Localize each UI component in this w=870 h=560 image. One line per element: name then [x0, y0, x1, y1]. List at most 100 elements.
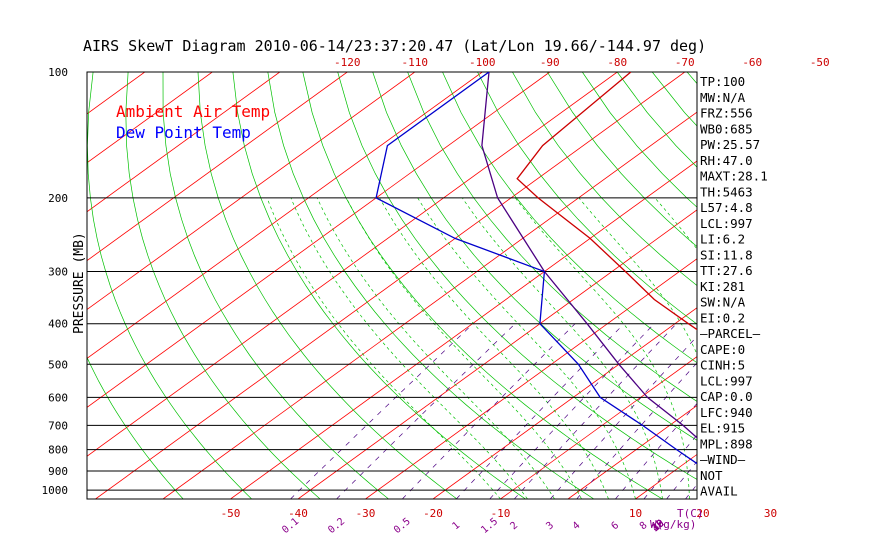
- stability-index-item: PW:25.57: [700, 137, 760, 152]
- stability-index-item: MAXT:28.1: [700, 169, 768, 184]
- bottom-temp-tick-label: 10: [629, 507, 642, 520]
- moist-adiabat-line: [290, 197, 528, 499]
- stability-index-item: L57:4.8: [700, 200, 753, 215]
- isotherm-line: [95, 72, 686, 499]
- mixing-ratio-line: [336, 323, 516, 499]
- top-temp-tick-label: -110: [402, 56, 429, 69]
- stability-index-item: EL:915: [700, 421, 745, 436]
- dry-adiabat-line: [162, 72, 389, 499]
- dry-adiabat-line: [337, 72, 697, 480]
- stability-index-item: RH:47.0: [700, 153, 753, 168]
- stability-index-item: EI:0.2: [700, 310, 745, 325]
- top-temp-tick-label: -90: [540, 56, 560, 69]
- temperature-unit-label: T(C): [677, 507, 704, 520]
- bottom-temp-tick-label: -50: [221, 507, 241, 520]
- top-temp-tick-label: -80: [607, 56, 627, 69]
- stability-index-item: TH:5463: [700, 184, 753, 199]
- dry-adiabat-line: [547, 72, 697, 248]
- top-temp-tick-label: -100: [469, 56, 496, 69]
- mixing-ratio-tick-label: 3: [544, 520, 556, 532]
- stability-index-item: CINH:5: [700, 358, 745, 373]
- stability-index-item: MW:N/A: [700, 90, 746, 105]
- top-temp-tick-label: -60: [742, 56, 762, 69]
- bottom-temperature-ticks: -50 -40 -30 -20 -10 10 20 30: [221, 507, 778, 520]
- pressure-tick-label: 300: [48, 266, 68, 279]
- isotherm-line: [87, 72, 213, 164]
- mixing-ratio-line: [740, 324, 870, 499]
- bottom-temp-tick-label: -20: [423, 507, 443, 520]
- stability-index-item: KI:281: [700, 279, 745, 294]
- stability-index-item: WB0:685: [700, 121, 753, 136]
- pressure-tick-label: 800: [48, 444, 68, 457]
- top-temp-tick-label: -70: [675, 56, 695, 69]
- mixing-ratio-line: [786, 324, 870, 499]
- mixing-ratio-line: [643, 434, 697, 499]
- bottom-temp-tick-label: -10: [491, 507, 511, 520]
- mixing-ratio-lines: [290, 323, 870, 499]
- moist-adiabat-line: [316, 197, 555, 499]
- mixing-ratio-tick-label: 1: [450, 520, 462, 532]
- pressure-tick-label: 200: [48, 192, 68, 205]
- legend-dew-point-temp: Dew Point Temp: [116, 123, 251, 142]
- pressure-tick-label: 700: [48, 419, 68, 432]
- isotherm-line: [87, 72, 551, 408]
- moist-adiabat-line: [742, 198, 792, 499]
- mixing-ratio-tick-label: 0.5: [392, 516, 413, 536]
- mixing-ratio-line: [666, 460, 697, 499]
- moist-adiabat-line: [346, 197, 582, 499]
- isotherm-line: [771, 72, 870, 499]
- mixing-ratio-tick-label: 4: [571, 520, 583, 532]
- top-temp-tick-label: -120: [334, 56, 361, 69]
- isotherm-line: [162, 111, 697, 499]
- isotherm-line: [87, 72, 483, 359]
- mixing-ratio-line: [456, 323, 625, 499]
- mixing-ratio-tick-label: 6: [609, 520, 621, 532]
- stability-index-item: AVAIL: [700, 484, 738, 499]
- top-temp-tick-label: -50: [810, 56, 830, 69]
- stability-index-item: LFC:940: [700, 405, 753, 420]
- moist-adiabat-line: [379, 197, 609, 499]
- dry-adiabat-line: [232, 72, 526, 499]
- stability-index-item: CAP:0.0: [700, 389, 753, 404]
- dry-adiabat-line: [197, 72, 458, 499]
- stability-index-item: CAPE:0: [700, 342, 745, 357]
- chart-title: AIRS SkewT Diagram 2010-06-14/23:37:20.4…: [83, 37, 706, 55]
- mixing-ratio-line: [550, 336, 697, 499]
- legend: Ambient Air Temp Dew Point Temp: [116, 102, 270, 142]
- bottom-temp-tick-label: -30: [356, 507, 376, 520]
- plot-frame: [86, 71, 698, 500]
- isobar-lines: [87, 197, 697, 491]
- stability-index-item: LCL:997: [700, 373, 753, 388]
- stability-index-item: LI:6.2: [700, 232, 745, 247]
- dry-adiabat-line: [87, 356, 184, 499]
- mixing-ratio-unit-label: W(g/kg): [650, 518, 696, 531]
- dry-adiabat-line: [125, 72, 321, 499]
- isotherm-line: [87, 72, 348, 262]
- stability-index-item: FRZ:556: [700, 106, 753, 121]
- dew-point-temp-curve: [375, 72, 697, 465]
- mixing-ratio-tick-label: 2: [508, 520, 520, 532]
- isotherm-line: [838, 72, 870, 499]
- isotherm-line: [87, 72, 416, 311]
- dry-adiabat-line: [87, 72, 252, 499]
- moist-adiabat-line: [515, 197, 690, 499]
- moist-adiabat-line: [825, 198, 870, 499]
- stability-index-item: SW:N/A: [700, 295, 746, 310]
- pressure-axis: 100 200 300 400 500 600 700 800 900 1000: [42, 66, 69, 497]
- bottom-temp-tick-label: -40: [288, 507, 308, 520]
- stability-index-item: NOT: [700, 468, 723, 483]
- stability-indices-panel: TP:100MW:N/AFRZ:556WB0:685PW:25.57RH:47.…: [700, 74, 768, 499]
- mixing-ratio-line: [615, 402, 697, 499]
- parcel-curve: [481, 72, 697, 439]
- dry-adiabat-line: [477, 72, 697, 325]
- stability-index-item: MPL:898: [700, 436, 753, 451]
- dry-adiabat-line: [792, 72, 870, 499]
- pressure-tick-label: 500: [48, 358, 68, 371]
- ambient-air-temp-curve: [516, 72, 697, 331]
- dry-adiabat-line: [827, 72, 870, 499]
- dry-adiabat-line: [862, 72, 870, 499]
- stability-index-item: –PARCEL–: [700, 326, 761, 341]
- plot-background-lines: [87, 72, 870, 499]
